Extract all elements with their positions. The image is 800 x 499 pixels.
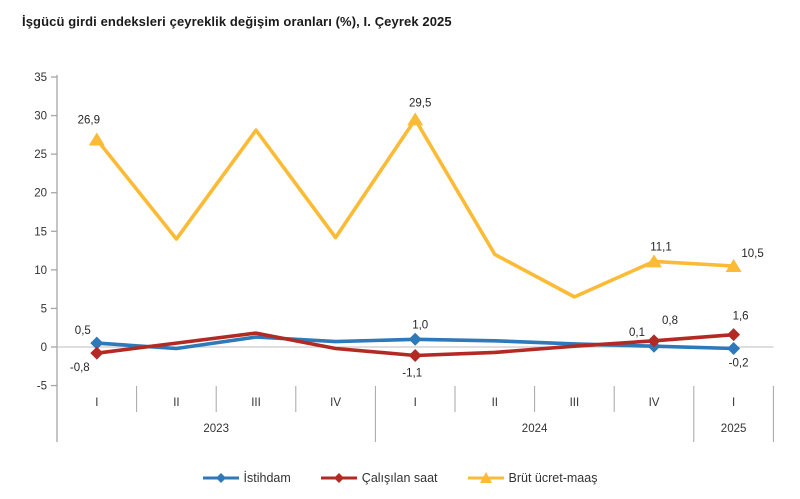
y-tick-label: 35 xyxy=(34,72,47,84)
point-marker-triangle xyxy=(407,112,424,126)
y-tick-label: 30 xyxy=(34,111,47,123)
data-label: 1,0 xyxy=(412,319,428,331)
legend-label: Brüt ücret-maaş xyxy=(508,471,598,485)
point-marker-diamond xyxy=(90,336,104,350)
y-tick-label: 5 xyxy=(41,303,47,315)
data-label: 1,6 xyxy=(733,311,749,323)
quarter-label: IV xyxy=(330,397,341,409)
quarter-label: IV xyxy=(649,397,660,409)
legend-label: Çalışılan saat xyxy=(361,471,438,485)
year-label: 2023 xyxy=(203,423,229,435)
data-label: 10,5 xyxy=(741,248,763,260)
data-label: 26,9 xyxy=(78,114,100,126)
y-tick-label: -5 xyxy=(37,381,47,393)
data-label: -0,8 xyxy=(70,362,90,374)
data-label: -0,2 xyxy=(729,358,749,370)
quarter-label: III xyxy=(251,397,261,409)
year-label: 2025 xyxy=(721,423,747,435)
data-label: 11,1 xyxy=(650,241,672,253)
data-label: 0,5 xyxy=(75,325,91,337)
quarter-label: I xyxy=(732,397,735,409)
point-marker-diamond xyxy=(727,328,741,342)
point-marker-triangle xyxy=(88,132,105,146)
legend-item-al-lan-saat: Çalışılan saat xyxy=(320,471,438,485)
y-tick-label: 25 xyxy=(34,149,47,161)
point-marker-diamond xyxy=(408,348,422,362)
series-al-lan-saat xyxy=(90,328,741,362)
legend-marker-triangle-icon xyxy=(467,472,504,483)
data-label: 0,1 xyxy=(629,327,645,339)
data-label: 29,5 xyxy=(409,97,431,109)
year-label: 2024 xyxy=(522,423,548,435)
point-marker-diamond xyxy=(90,346,104,360)
quarter-label: III xyxy=(570,397,580,409)
legend-label: İstihdam xyxy=(243,471,291,485)
point-marker-diamond xyxy=(647,334,661,348)
chart-legend: İstihdam Çalışılan saat Brüt ücret-maaş xyxy=(0,462,800,494)
quarter-label: I xyxy=(414,397,417,409)
legend-item-i-stihdam: İstihdam xyxy=(202,471,291,485)
y-tick-label: 15 xyxy=(34,226,47,238)
data-label: -1,1 xyxy=(402,367,422,379)
series-br-t-cret-maa xyxy=(88,112,742,299)
y-tick-label: 10 xyxy=(34,265,47,277)
series-line xyxy=(95,117,736,299)
y-tick-label: 20 xyxy=(34,188,47,200)
point-marker-diamond xyxy=(727,342,741,356)
quarter-label: II xyxy=(492,397,498,409)
y-tick-label: 0 xyxy=(41,342,47,354)
legend-marker-diamond-icon xyxy=(202,473,239,483)
legend-marker-diamond-icon xyxy=(320,473,357,483)
data-label: 0,8 xyxy=(662,315,678,327)
point-marker-diamond xyxy=(408,332,422,346)
legend-item-br-t-cret-maa: Brüt ücret-maaş xyxy=(467,471,598,485)
point-marker-triangle xyxy=(646,254,662,268)
point-marker-triangle xyxy=(725,259,742,273)
quarter-label: I xyxy=(95,397,98,409)
chart-title: İşgücü girdi endeksleri çeyreklik değişi… xyxy=(22,14,452,29)
point-labels: 26,9 0,5 -0,8 29,5 1,0 -1,1 11,1 0,1 0,8 10,5 1,6 -… xyxy=(70,97,764,379)
quarter-label: II xyxy=(173,397,179,409)
